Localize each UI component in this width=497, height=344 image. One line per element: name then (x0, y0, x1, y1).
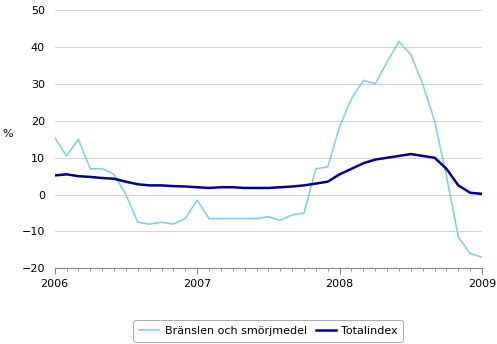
Totalindex (348, 167, 354, 171)
Totalindex (384, 156, 390, 160)
Totalindex (396, 154, 402, 158)
Totalindex (242, 186, 248, 190)
Bränslen och smörjmedel (372, 82, 378, 86)
Totalindex (194, 185, 200, 189)
Totalindex (277, 185, 283, 189)
Line: Bränslen och smörjmedel: Bränslen och smörjmedel (55, 42, 482, 257)
Bränslen och smörjmedel (99, 167, 105, 171)
Totalindex (360, 161, 366, 165)
Totalindex (64, 172, 70, 176)
Totalindex (230, 185, 236, 189)
Bränslen och smörjmedel (313, 167, 319, 171)
Bränslen och smörjmedel (76, 137, 82, 141)
Totalindex (479, 192, 485, 196)
Totalindex (135, 182, 141, 186)
Bränslen och smörjmedel (182, 216, 188, 221)
Bränslen och smörjmedel (384, 60, 390, 64)
Totalindex (372, 158, 378, 162)
Bränslen och smörjmedel (336, 125, 342, 129)
Totalindex (408, 152, 414, 156)
Bränslen och smörjmedel (52, 136, 58, 140)
Bränslen och smörjmedel (111, 172, 117, 176)
Totalindex (52, 173, 58, 178)
Bränslen och smörjmedel (64, 154, 70, 158)
Bränslen och smörjmedel (123, 193, 129, 197)
Totalindex (111, 177, 117, 181)
Bränslen och smörjmedel (135, 220, 141, 224)
Bränslen och smörjmedel (420, 82, 426, 86)
Bränslen och smörjmedel (467, 251, 473, 256)
Totalindex (301, 183, 307, 187)
Bränslen och smörjmedel (147, 222, 153, 226)
Bränslen och smörjmedel (360, 78, 366, 83)
Totalindex (313, 182, 319, 186)
Totalindex (455, 183, 461, 187)
Totalindex (206, 186, 212, 190)
Bränslen och smörjmedel (230, 216, 236, 221)
Totalindex (170, 184, 176, 188)
Totalindex (467, 191, 473, 195)
Totalindex (325, 180, 331, 184)
Totalindex (289, 184, 295, 189)
Totalindex (87, 175, 93, 179)
Bränslen och smörjmedel (289, 213, 295, 217)
Totalindex (147, 183, 153, 187)
Totalindex (182, 184, 188, 189)
Bränslen och smörjmedel (159, 220, 165, 224)
Totalindex (253, 186, 259, 190)
Bränslen och smörjmedel (431, 119, 437, 123)
Bränslen och smörjmedel (194, 198, 200, 202)
Bränslen och smörjmedel (455, 235, 461, 239)
Bränslen och smörjmedel (408, 53, 414, 57)
Bränslen och smörjmedel (253, 216, 259, 221)
Bränslen och smörjmedel (396, 40, 402, 44)
Totalindex (123, 180, 129, 184)
Bränslen och smörjmedel (443, 174, 449, 178)
Bränslen och smörjmedel (479, 255, 485, 259)
Totalindex (420, 154, 426, 158)
Totalindex (265, 186, 271, 190)
Bränslen och smörjmedel (277, 218, 283, 223)
Totalindex (159, 183, 165, 187)
Totalindex (443, 167, 449, 171)
Totalindex (218, 185, 224, 189)
Line: Totalindex: Totalindex (55, 154, 482, 194)
Bränslen och smörjmedel (206, 216, 212, 221)
Totalindex (76, 174, 82, 178)
Bränslen och smörjmedel (265, 215, 271, 219)
Legend: Bränslen och smörjmedel, Totalindex: Bränslen och smörjmedel, Totalindex (134, 320, 403, 342)
Bränslen och smörjmedel (348, 97, 354, 101)
Bränslen och smörjmedel (170, 222, 176, 226)
Bränslen och smörjmedel (87, 167, 93, 171)
Y-axis label: %: % (2, 129, 13, 139)
Bränslen och smörjmedel (218, 216, 224, 221)
Totalindex (431, 156, 437, 160)
Bränslen och smörjmedel (325, 165, 331, 169)
Bränslen och smörjmedel (242, 216, 248, 221)
Bränslen och smörjmedel (301, 211, 307, 215)
Totalindex (99, 176, 105, 180)
Totalindex (336, 172, 342, 176)
